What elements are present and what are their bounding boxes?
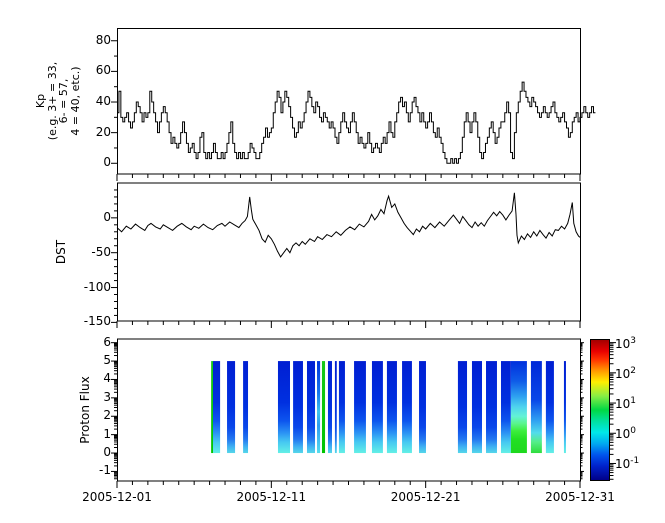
y-tick-label: 0 [103, 209, 111, 224]
proton-flux-bar [317, 361, 321, 454]
y-tick-label: 0 [103, 445, 111, 460]
colorbar [590, 339, 610, 481]
y-tick-label: -50 [91, 244, 111, 259]
proton-flux-bar [471, 361, 482, 454]
proton-flux-bar [419, 361, 426, 454]
proton-flux-bar [334, 361, 337, 454]
y-tick-label: 1 [103, 426, 111, 441]
colorbar-tick-label: 103 [615, 335, 637, 351]
x-axis-date-label: 2005-12-01 [82, 490, 152, 504]
proton-flux-bar [293, 361, 303, 454]
proton-flux-bar [227, 361, 236, 454]
proton-flux-bar [563, 361, 566, 454]
y-tick-label: 20 [95, 124, 111, 139]
y-tick-label: 40 [95, 94, 111, 109]
colorbar-tick-label: 101 [615, 396, 637, 412]
proton-flux-bar [386, 361, 397, 454]
proton-flux-bar [500, 361, 511, 454]
proton-flux-bar [371, 361, 383, 454]
proton-flux-bar [338, 361, 345, 454]
proton-flux-bar [212, 361, 221, 454]
colorbar-tick-label: 10-1 [615, 456, 640, 472]
y-tick-label: 5 [103, 353, 111, 368]
y-tick-label: 0 [103, 155, 111, 170]
x-axis-date-label: 2005-12-31 [545, 490, 615, 504]
kp-series-line [117, 81, 596, 164]
x-axis-date-label: 2005-12-21 [390, 490, 461, 504]
proton-flux-bar [277, 361, 291, 454]
proton-flux-bar [510, 361, 527, 454]
y-tick-label: -150 [83, 314, 111, 329]
y-tick-label: 3 [103, 389, 111, 404]
proton-flux-bar [321, 361, 326, 454]
colorbar-tick-label: 102 [615, 365, 637, 381]
proton-flux-bar [243, 361, 249, 454]
proton-flux-bar [530, 361, 542, 454]
proton-flux-bar [486, 361, 497, 454]
proton-flux-bar [457, 361, 468, 454]
y-tick-label: 60 [95, 63, 111, 78]
proton-flux-bar [211, 361, 213, 454]
proton-flux-bar [402, 361, 412, 454]
proton-flux-bar [327, 361, 332, 454]
dst-panel [117, 182, 581, 322]
proton-flux-bar [545, 361, 554, 454]
colorbar-tick-label: 100 [615, 426, 637, 442]
y-tick-label: -100 [83, 279, 111, 294]
y-tick-label: 4 [103, 371, 111, 386]
y-tick-label: 2 [103, 408, 111, 423]
proton-flux-bar [354, 361, 366, 454]
proton-flux-bar [306, 361, 316, 454]
x-axis-date-label: 2005-12-11 [236, 490, 307, 504]
dst-series-line [116, 192, 581, 258]
y-tick-label: 80 [95, 32, 111, 47]
y-tick-label: -1 [99, 463, 111, 478]
y-tick-label: 6 [103, 334, 111, 349]
